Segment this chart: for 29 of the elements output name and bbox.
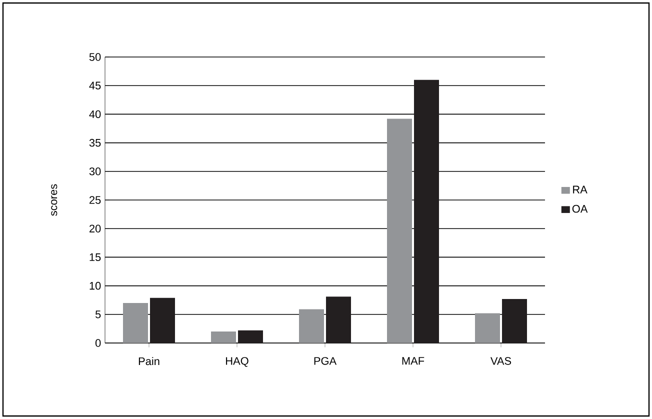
bar — [238, 330, 263, 343]
bar — [299, 309, 324, 343]
bar — [475, 313, 500, 343]
bar — [150, 298, 175, 343]
y-tick-label: 40 — [89, 110, 101, 118]
y-tick-label: 25 — [90, 196, 101, 204]
x-tick-label: VAS — [490, 357, 512, 365]
bar — [326, 296, 351, 343]
x-tick-label: PGA — [314, 357, 337, 365]
bar — [414, 80, 439, 343]
bar — [123, 302, 148, 343]
y-tick-label: 10 — [90, 282, 101, 290]
y-tick-label: 50 — [89, 53, 101, 61]
legend-label: RA — [573, 186, 588, 194]
x-tick-label: HAQ — [226, 357, 248, 367]
y-tick-label: 30 — [89, 168, 101, 176]
y-tick-label: 35 — [89, 138, 101, 147]
y-tick-label: 15 — [90, 253, 101, 262]
bar — [211, 332, 236, 343]
y-tick-label: 0 — [95, 339, 101, 347]
x-tick-label: Pain — [138, 357, 160, 366]
y-tick-label: 5 — [95, 310, 101, 318]
legend-label: OA — [572, 204, 588, 213]
y-tick-label: 20 — [90, 224, 101, 232]
y-tick-label: 45 — [89, 82, 101, 90]
y-axis-title: scores — [51, 184, 58, 216]
bar — [502, 298, 527, 343]
x-tick-label: MAF — [402, 357, 424, 365]
bar — [387, 118, 412, 343]
